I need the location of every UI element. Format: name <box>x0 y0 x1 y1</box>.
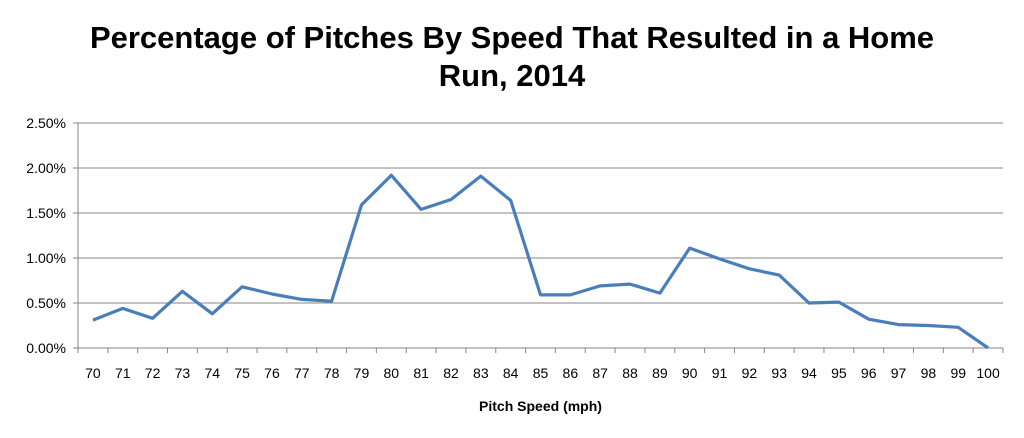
y-tick-label: 2.50% <box>26 115 66 131</box>
x-tick-label: 85 <box>533 365 549 381</box>
y-tick-label: 2.00% <box>26 160 66 176</box>
x-axis-title: Pitch Speed (mph) <box>479 398 602 414</box>
x-tick-label: 78 <box>324 365 340 381</box>
x-tick-label: 96 <box>861 365 877 381</box>
chart-title-line1: Percentage of Pitches By Speed That Resu… <box>89 20 935 55</box>
x-tick-label: 87 <box>592 365 608 381</box>
x-tick-label: 86 <box>563 365 579 381</box>
x-tick-label: 71 <box>115 365 131 381</box>
x-tick-label: 70 <box>85 365 101 381</box>
x-tick-label: 90 <box>682 365 698 381</box>
x-tick-label: 92 <box>742 365 758 381</box>
x-tick-label: 81 <box>413 365 429 381</box>
x-tick-label: 93 <box>771 365 787 381</box>
x-tick-label: 72 <box>145 365 161 381</box>
x-tick-label: 95 <box>831 365 847 381</box>
chart-title-line2: Run, 2014 <box>438 58 586 93</box>
x-tick-label: 77 <box>294 365 310 381</box>
x-tick-label: 73 <box>175 365 191 381</box>
x-tick-label: 84 <box>503 365 519 381</box>
series-line <box>92 173 990 350</box>
x-tick-label: 89 <box>652 365 668 381</box>
y-tick-label: 1.00% <box>26 250 66 266</box>
x-tick-label: 94 <box>801 365 817 381</box>
x-tick-label: 83 <box>473 365 489 381</box>
x-tick-label: 82 <box>443 365 459 381</box>
x-tick-label: 74 <box>204 365 220 381</box>
x-tick-label: 100 <box>976 365 1000 381</box>
x-tick-label: 79 <box>354 365 370 381</box>
y-tick-label: 0.00% <box>26 340 66 356</box>
x-tick-label: 88 <box>622 365 638 381</box>
y-tick-label: 0.50% <box>26 295 66 311</box>
x-tick-label: 75 <box>234 365 250 381</box>
x-tick-label: 80 <box>384 365 400 381</box>
x-tick-label: 76 <box>264 365 280 381</box>
x-tick-label: 91 <box>712 365 728 381</box>
x-tick-label: 97 <box>891 365 907 381</box>
y-tick-label: 1.50% <box>26 205 66 221</box>
x-tick-label: 99 <box>950 365 966 381</box>
x-tick-label: 98 <box>921 365 937 381</box>
